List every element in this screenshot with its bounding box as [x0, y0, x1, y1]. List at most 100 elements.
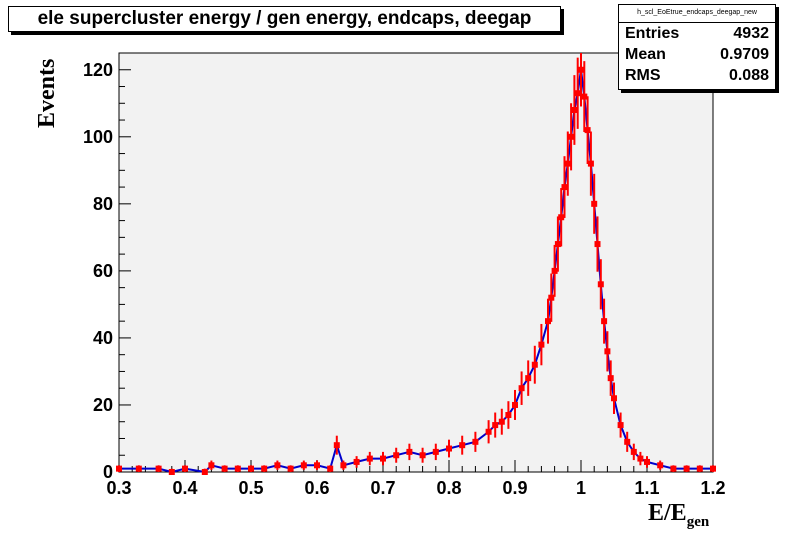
data-point — [492, 422, 499, 429]
stats-histogram-name: h_scl_EoEtrue_endcaps_deegap_new — [619, 5, 775, 23]
data-point — [597, 281, 604, 288]
x-tick-label: 0.8 — [436, 478, 461, 498]
data-point — [561, 184, 568, 191]
data-point — [393, 452, 400, 459]
data-point — [637, 455, 644, 462]
data-point — [505, 412, 512, 419]
data-point — [512, 401, 518, 408]
data-point — [333, 442, 340, 449]
stats-label: Mean — [625, 46, 666, 63]
y-tick-label: 80 — [93, 194, 113, 214]
data-point — [327, 465, 334, 472]
data-point — [300, 462, 307, 469]
data-point — [683, 465, 690, 472]
data-point — [459, 442, 466, 449]
data-point — [380, 455, 386, 462]
x-axis-label: E/Egen — [648, 500, 709, 531]
data-point — [287, 465, 294, 472]
y-tick-label: 0 — [103, 462, 113, 482]
x-tick-label: 0.5 — [238, 478, 263, 498]
stats-value: 4932 — [733, 25, 769, 42]
data-point — [591, 200, 598, 207]
data-point — [274, 462, 281, 469]
chart-title: ele supercluster energy / gen energy, en… — [8, 6, 561, 32]
data-point — [406, 448, 413, 455]
data-point — [587, 160, 594, 167]
x-tick-labels: 0.3 0.4 0.5 0.6 0.7 0.8 0.9 1 1.1 1.2 — [106, 478, 725, 498]
data-point — [419, 452, 426, 459]
data-point — [551, 267, 558, 274]
y-tick-label: 20 — [93, 395, 113, 415]
data-point — [135, 465, 142, 472]
x-tick-label: 0.7 — [370, 478, 395, 498]
x-tick-label: 1 — [576, 478, 586, 498]
data-point — [574, 90, 581, 97]
data-point — [208, 462, 215, 469]
data-point — [432, 448, 439, 455]
data-point — [261, 465, 268, 472]
stats-row-rms: RMS 0.088 — [619, 65, 775, 86]
x-axis-label-main: E/E — [648, 500, 687, 526]
y-tick-label: 40 — [93, 328, 113, 348]
stats-row-entries: Entries 4932 — [619, 23, 775, 44]
data-point — [581, 93, 588, 100]
data-point — [558, 214, 565, 221]
data-point — [571, 106, 578, 113]
data-point — [366, 455, 373, 462]
stats-value: 0.088 — [728, 67, 769, 84]
data-point — [710, 465, 716, 472]
data-point — [601, 318, 608, 325]
data-point — [472, 438, 479, 445]
data-point — [201, 469, 208, 475]
data-point — [578, 66, 584, 73]
data-point — [564, 160, 571, 167]
y-tick-label: 120 — [83, 60, 113, 80]
data-point — [182, 465, 188, 472]
x-tick-label: 1.2 — [700, 478, 725, 498]
data-point — [234, 465, 241, 472]
stats-value: 0.9709 — [720, 46, 769, 63]
data-point — [518, 385, 525, 392]
data-point — [594, 241, 601, 248]
data-point — [568, 133, 575, 140]
stats-row-mean: Mean 0.9709 — [619, 44, 775, 65]
data-point — [644, 458, 650, 465]
data-point — [498, 418, 505, 425]
data-point — [696, 465, 703, 472]
data-point — [116, 465, 122, 472]
y-tick-label: 60 — [93, 261, 113, 281]
stats-label: RMS — [625, 67, 661, 84]
data-point — [353, 458, 360, 465]
x-tick-label: 0.3 — [106, 478, 131, 498]
data-point — [584, 127, 591, 134]
x-tick-label: 0.6 — [304, 478, 329, 498]
data-point — [168, 469, 175, 475]
data-point — [155, 465, 162, 472]
data-points-group — [116, 53, 716, 475]
data-point — [611, 395, 617, 402]
data-point — [617, 422, 624, 429]
y-axis-label: Events — [34, 58, 60, 128]
x-tick-label: 0.9 — [502, 478, 527, 498]
x-axis-label-sub: gen — [686, 513, 710, 530]
data-point — [607, 375, 614, 382]
data-point — [531, 361, 538, 368]
x-tick-label: 1.1 — [634, 478, 659, 498]
data-point — [554, 241, 561, 248]
data-point — [670, 465, 677, 472]
stats-label: Entries — [625, 25, 680, 42]
x-tick-label: 0.4 — [172, 478, 197, 498]
data-point — [340, 462, 347, 469]
data-point — [485, 428, 492, 435]
y-tick-labels: 0 20 40 60 80 100 120 — [83, 60, 113, 482]
data-point — [446, 445, 452, 452]
data-point — [548, 294, 555, 301]
y-tick-label: 100 — [83, 127, 113, 147]
data-point — [630, 448, 637, 455]
data-point — [657, 462, 664, 469]
data-point — [248, 465, 254, 472]
data-point — [545, 318, 551, 325]
data-point — [314, 462, 320, 469]
plot-frame — [118, 52, 714, 473]
